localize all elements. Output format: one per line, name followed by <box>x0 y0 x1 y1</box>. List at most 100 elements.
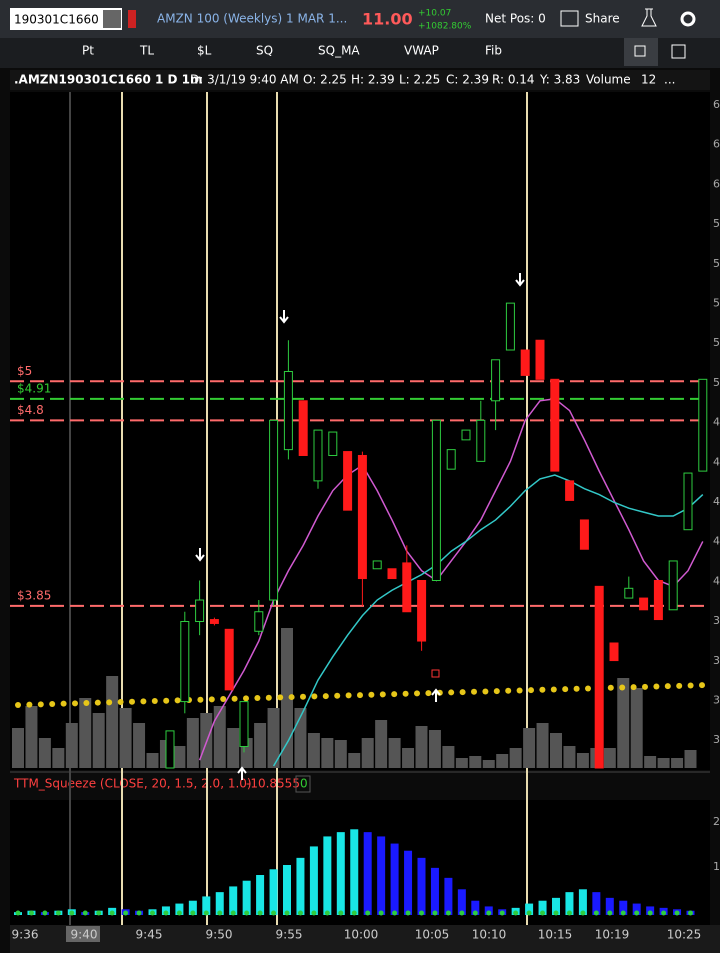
volume-bar <box>617 678 630 768</box>
vwap-dot <box>471 688 477 695</box>
vwap-dot <box>243 695 249 702</box>
time-label: 10:19 <box>595 928 630 942</box>
vwap-dot <box>391 691 398 698</box>
change-pct: +1082.80% <box>418 22 472 32</box>
tool-button[interactable]: Fib <box>485 44 502 58</box>
time-label: 9:55 <box>276 928 303 942</box>
vwap-dot <box>562 686 569 693</box>
tool-button[interactable]: $L <box>197 44 212 58</box>
time-label: 10:15 <box>538 928 573 942</box>
candle-body <box>579 519 589 550</box>
vwap-dot <box>277 694 284 701</box>
time-highlight <box>66 926 100 942</box>
time-label: 9:40 <box>71 928 98 942</box>
squeeze-dot <box>459 910 465 916</box>
vwap-dot <box>265 694 272 701</box>
candle-body <box>224 628 234 691</box>
price-axis-label: 4 <box>713 574 720 587</box>
tool-button[interactable]: SQ <box>256 44 273 58</box>
vwap-dot <box>539 686 546 693</box>
squeeze-bar <box>229 886 238 915</box>
volume-bar <box>550 733 562 768</box>
tool-button[interactable]: TL <box>139 44 154 58</box>
share-button[interactable]: Share <box>585 12 620 26</box>
vwap-dot <box>664 683 671 690</box>
candle-body <box>165 730 175 769</box>
candle-body <box>239 701 249 748</box>
volume-bar <box>12 728 24 768</box>
squeeze-dot <box>109 910 115 916</box>
header-high: H: 2.39 <box>351 73 395 87</box>
moving-average <box>272 474 704 767</box>
squeeze-dot <box>28 910 34 916</box>
vwap-dot <box>493 688 500 695</box>
vwap-dot <box>345 692 352 699</box>
symbol: 190301C1660 <box>14 13 99 27</box>
squeeze-bar <box>457 889 466 915</box>
volume-bar <box>106 676 119 768</box>
price-axis-label: 5 <box>713 257 720 270</box>
vwap-dot <box>573 685 580 692</box>
squeeze-dot <box>136 910 142 916</box>
volume-bar <box>402 748 415 768</box>
tool-button[interactable]: Pt <box>82 44 94 58</box>
squeeze-dot <box>634 910 640 916</box>
squeeze-dot <box>244 910 250 916</box>
tool-button[interactable]: SQ_MA <box>318 44 360 58</box>
volume-bar <box>563 746 576 768</box>
candle-body <box>698 378 708 472</box>
squeeze-dot <box>297 910 303 916</box>
squeeze-bar <box>390 843 399 915</box>
vwap-dot <box>174 697 181 704</box>
squeeze-bar <box>552 897 560 915</box>
header-symbol: .AMZN190301C1660 1 D 1m <box>14 73 203 87</box>
squeeze-bar <box>202 896 211 915</box>
squeeze-dot <box>82 910 88 916</box>
candle-body <box>609 642 619 662</box>
squeeze-dot <box>351 910 357 916</box>
volume-bar <box>469 756 482 768</box>
candle-body <box>535 339 545 380</box>
time-label: 9:50 <box>206 928 233 942</box>
squeeze-dot <box>580 910 586 916</box>
vwap-dot <box>15 702 21 708</box>
volume-bar <box>630 688 643 768</box>
squeeze-bar <box>578 889 587 915</box>
vwap-dot <box>687 682 694 689</box>
header-y: Y: 3.83 <box>539 73 580 87</box>
vwap-dot <box>60 700 67 707</box>
squeeze-bar <box>538 900 547 915</box>
volume-bar <box>281 628 293 768</box>
squeeze-bar <box>605 897 614 915</box>
vwap-dot <box>630 684 637 691</box>
price-axis-label: 3 <box>713 733 720 746</box>
squeeze-dot <box>553 910 559 916</box>
vwap-dot <box>117 699 124 706</box>
candle-body <box>461 429 471 441</box>
squeeze-axis-label: 1 <box>713 860 720 873</box>
volume-bar <box>186 718 199 768</box>
description: AMZN 100 (Weeklys) 1 MAR 1... <box>157 12 347 26</box>
signal-arrow <box>195 548 205 562</box>
price-axis-label: 5 <box>713 336 720 349</box>
signal-arrow <box>431 688 441 702</box>
squeeze-bar <box>175 903 184 915</box>
squeeze-axis-label: 2 <box>713 815 720 828</box>
symbol-box[interactable] <box>10 8 122 30</box>
squeeze-dot <box>150 910 155 916</box>
price-axis-label: 5 <box>713 297 720 310</box>
candle-body <box>313 429 323 482</box>
volume-bar <box>536 723 549 768</box>
price-axis-label: 3 <box>713 694 720 707</box>
squeeze-bar <box>215 892 224 915</box>
squeeze-dot <box>620 910 626 916</box>
squeeze-dot <box>96 910 102 916</box>
vwap-dot <box>49 701 56 708</box>
vwap-dot <box>379 691 386 698</box>
tool-button[interactable]: VWAP <box>404 44 439 58</box>
last-price: 11.00 <box>362 10 413 29</box>
candle-body <box>476 419 486 462</box>
price-level-label: $3.85 <box>17 588 51 602</box>
price-axis-label: 4 <box>713 535 720 548</box>
squeeze-dot <box>324 910 330 916</box>
